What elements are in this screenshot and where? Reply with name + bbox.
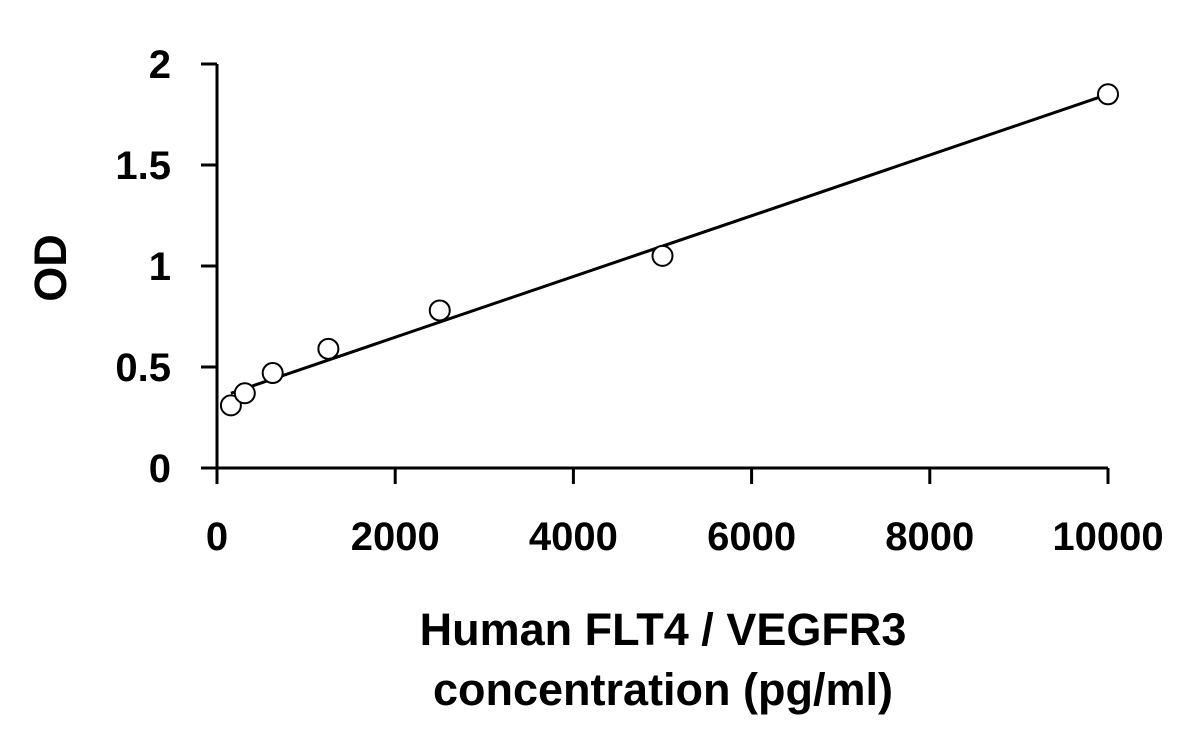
data-points bbox=[219, 83, 1119, 417]
fit-line bbox=[230, 92, 1109, 395]
x-tick-label: 6000 bbox=[707, 515, 796, 559]
y-tick-label: 1.5 bbox=[115, 144, 171, 188]
y-tick-label: 1 bbox=[149, 245, 171, 289]
y-tick-label: 0.5 bbox=[115, 346, 171, 390]
x-axis-title-line-1: Human FLT4 / VEGFR3 bbox=[420, 604, 907, 655]
data-point bbox=[317, 337, 340, 360]
y-ticks: 0 0.5 1 1.5 2 bbox=[115, 43, 217, 491]
data-point bbox=[219, 394, 242, 417]
data-point bbox=[1097, 83, 1119, 106]
y-axis-title: OD bbox=[25, 234, 76, 302]
fit-line-group bbox=[230, 92, 1109, 395]
x-tick-label: 10000 bbox=[1052, 515, 1163, 559]
y-tick-label: 0 bbox=[149, 447, 171, 491]
x-ticks: 0 2000 4000 6000 8000 10000 bbox=[206, 468, 1164, 559]
data-point bbox=[651, 244, 674, 267]
data-point bbox=[233, 382, 256, 405]
x-tick-label: 8000 bbox=[885, 515, 974, 559]
data-point bbox=[261, 362, 284, 385]
x-tick-label: 2000 bbox=[351, 515, 440, 559]
data-point bbox=[428, 299, 451, 322]
y-tick-label: 2 bbox=[149, 43, 171, 87]
x-axis-title-line-2: concentration (pg/ml) bbox=[433, 664, 893, 715]
x-tick-label: 4000 bbox=[529, 515, 618, 559]
x-tick-label: 0 bbox=[206, 515, 228, 559]
